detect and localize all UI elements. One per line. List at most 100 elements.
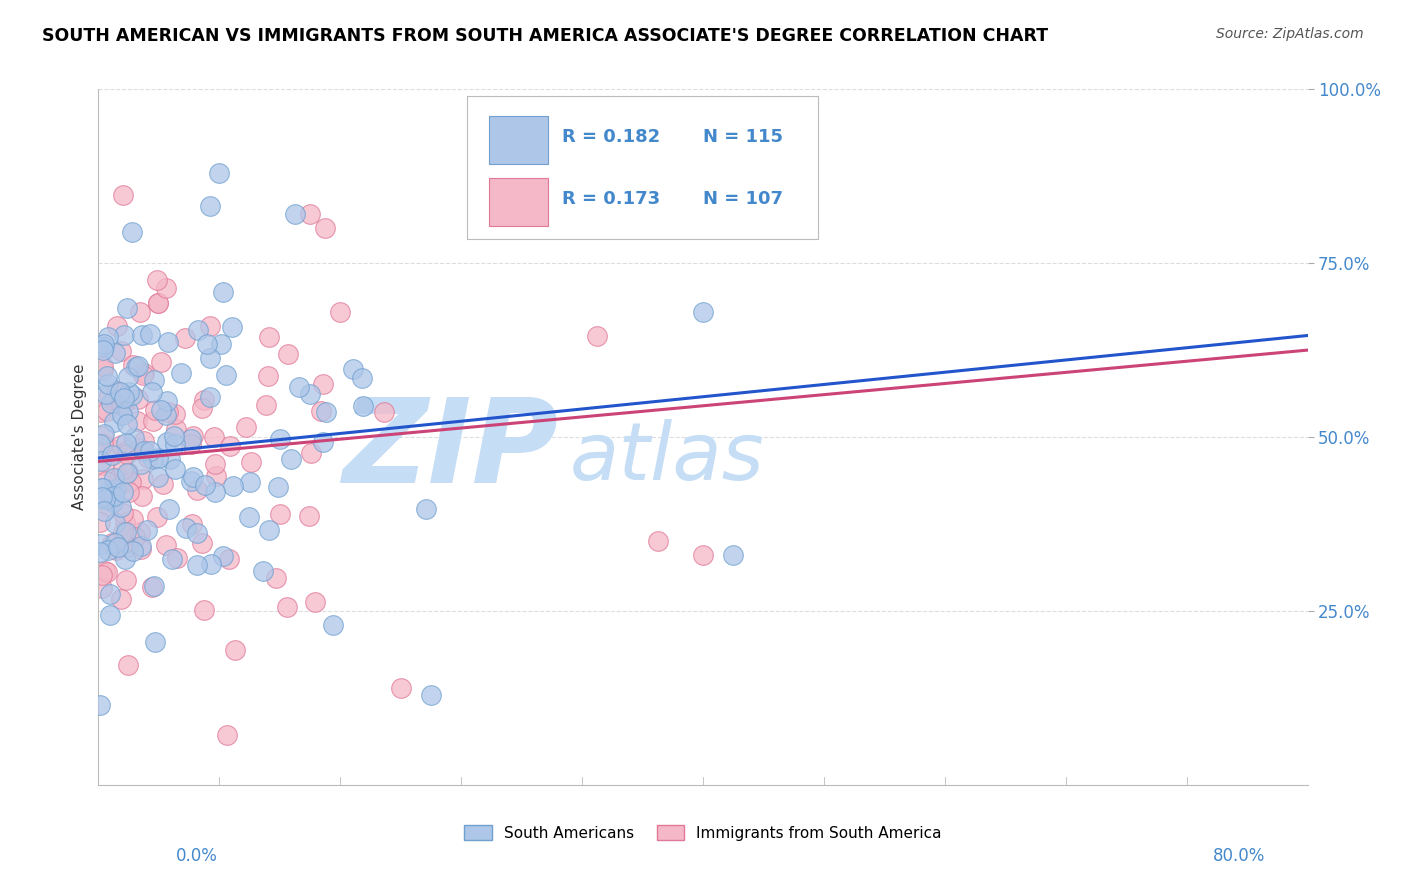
Point (373, 405, 395, 419)
Point (329, 305, 352, 319)
Point (100, 442, 122, 456)
Point (108, 471, 131, 485)
Point (165, 422, 187, 436)
Point (195, 337, 218, 351)
Point (252, 565, 274, 579)
Point (156, 335, 179, 350)
Point (107, 540, 129, 554)
Point (101, 396, 124, 410)
Point (186, 558, 208, 572)
Point (299, 387, 322, 401)
Point (110, 591, 132, 606)
Point (117, 658, 139, 673)
Point (204, 469, 226, 483)
Point (105, 482, 128, 496)
Point (91, 582, 114, 596)
Point (186, 483, 208, 497)
Point (183, 429, 205, 443)
Text: N = 115: N = 115 (703, 128, 783, 145)
Point (120, 475, 142, 489)
Point (93, 458, 115, 473)
Point (124, 530, 146, 544)
Point (117, 442, 139, 457)
Point (163, 462, 186, 476)
Point (215, 368, 238, 382)
Point (122, 431, 145, 445)
Point (111, 462, 134, 476)
Point (121, 225, 143, 239)
Point (156, 405, 179, 419)
Point (118, 385, 141, 400)
Point (97, 330, 120, 344)
Point (180, 516, 202, 531)
Point (132, 366, 155, 380)
Point (94, 564, 117, 578)
Point (96, 565, 118, 579)
Point (186, 525, 208, 540)
Point (93, 359, 115, 373)
Point (112, 187, 135, 202)
Point (89, 545, 111, 559)
Point (187, 323, 209, 337)
Text: R = 0.182: R = 0.182 (561, 128, 659, 145)
Point (115, 417, 138, 431)
Point (198, 351, 221, 366)
Point (114, 396, 136, 410)
Point (239, 475, 262, 489)
Point (309, 404, 332, 418)
Point (156, 394, 179, 409)
Point (142, 414, 165, 428)
Point (269, 432, 291, 446)
Point (112, 484, 135, 499)
Point (315, 405, 337, 419)
Point (155, 538, 177, 552)
Point (98, 489, 121, 503)
Point (156, 434, 179, 449)
Point (96, 404, 118, 418)
Point (129, 539, 152, 553)
Point (198, 319, 221, 334)
Point (91, 429, 114, 443)
Point (90, 490, 112, 504)
Legend: South Americans, Immigrants from South America: South Americans, Immigrants from South A… (458, 819, 948, 847)
Point (163, 429, 186, 443)
Point (160, 552, 183, 566)
Point (111, 525, 134, 540)
Point (101, 536, 124, 550)
Text: Source: ZipAtlas.com: Source: ZipAtlas.com (1216, 27, 1364, 41)
Point (269, 507, 291, 521)
Point (115, 573, 138, 587)
Point (139, 326, 162, 341)
Point (112, 475, 135, 490)
Point (180, 475, 202, 489)
Y-axis label: Associate's Degree: Associate's Degree (72, 364, 87, 510)
Point (191, 535, 214, 549)
Point (264, 571, 287, 585)
Point (128, 305, 150, 319)
Point (89, 437, 111, 451)
Point (98, 500, 121, 515)
Point (235, 420, 257, 434)
Point (115, 466, 138, 480)
Point (100, 395, 122, 409)
Point (89, 698, 111, 712)
Point (267, 480, 290, 494)
Point (420, 688, 443, 702)
Point (191, 401, 214, 415)
Point (257, 523, 280, 537)
Point (129, 541, 152, 556)
Point (121, 388, 143, 402)
Point (104, 536, 127, 550)
FancyBboxPatch shape (489, 178, 548, 227)
Point (240, 455, 263, 469)
Point (91, 363, 114, 377)
Point (389, 681, 412, 695)
Point (165, 407, 187, 421)
Point (108, 385, 131, 400)
Point (193, 392, 215, 407)
Point (157, 502, 180, 516)
Point (129, 457, 152, 471)
Point (352, 399, 374, 413)
Point (110, 500, 132, 515)
Point (115, 541, 138, 555)
